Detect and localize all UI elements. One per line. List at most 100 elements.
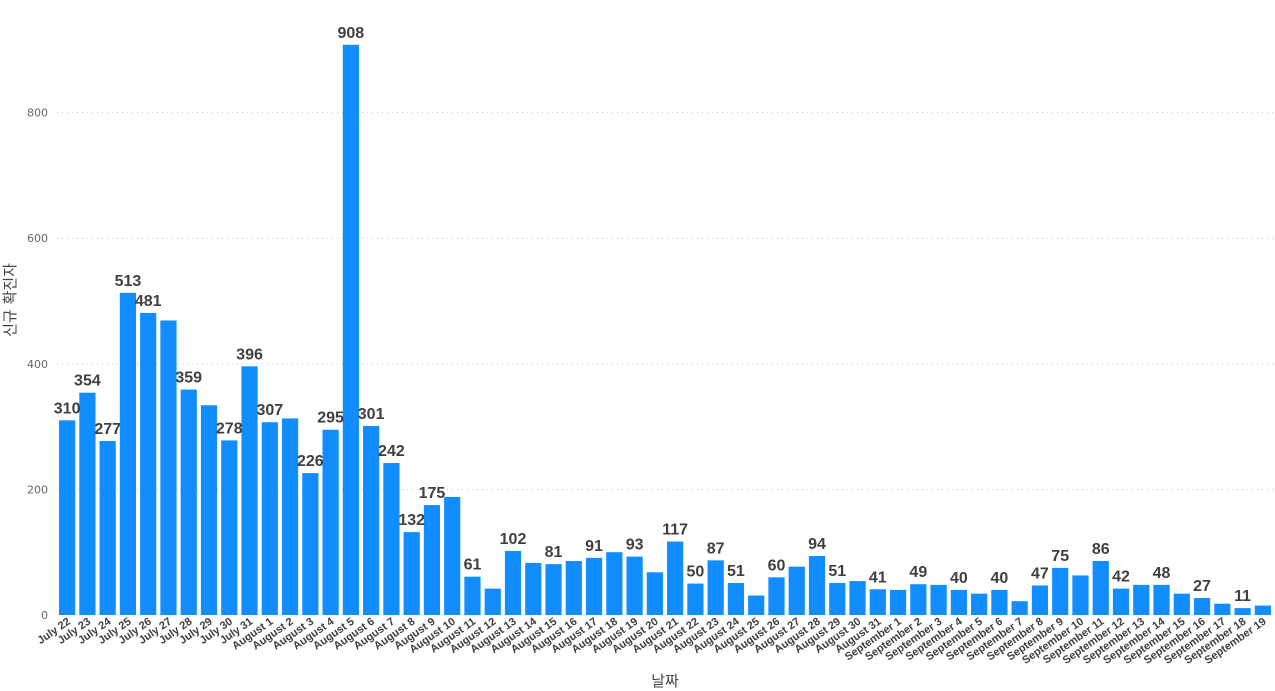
data-label: 295 [317,410,344,427]
y-tick-label: 600 [27,232,48,245]
data-label: 47 [1031,565,1049,582]
bar [788,566,805,615]
bar [829,582,846,615]
bar [646,572,663,615]
bar [626,556,643,615]
data-label: 87 [707,540,725,557]
data-label: 42 [1112,569,1130,586]
data-label: 81 [545,544,563,561]
bar [585,557,603,615]
data-label: 310 [54,400,81,417]
bar [849,581,866,615]
data-label: 91 [585,538,603,555]
bar [261,422,278,615]
data-label: 27 [1193,578,1211,595]
bar [342,44,359,615]
bar [322,429,339,615]
bar [727,582,745,615]
bar [119,292,137,615]
data-label: 51 [828,563,846,580]
data-label: 277 [94,421,121,438]
y-axis-ticks: 0 200 400 600 800 [27,107,48,622]
y-tick-label: 0 [41,609,48,622]
data-label: 49 [909,564,927,581]
bar [403,532,420,615]
bar [707,560,724,615]
bar [180,389,197,615]
bar [991,589,1008,615]
y-axis-title: 신규 확진자 [1,263,19,337]
bar [545,564,562,615]
data-label: 94 [808,536,826,553]
bar [302,473,319,615]
bar [1173,593,1190,615]
bar [930,584,947,615]
bar [1112,588,1130,615]
data-label: 908 [338,25,365,42]
data-label: 48 [1153,565,1171,582]
bar [950,589,967,615]
bar [525,562,542,615]
data-label: 359 [175,370,202,387]
y-tick-label: 400 [27,358,48,371]
bar [79,392,96,615]
bar [1092,560,1109,615]
bar [200,405,218,615]
data-label: 86 [1092,541,1110,558]
data-label: 41 [869,569,887,586]
data-label: 226 [297,453,324,470]
data-label: 51 [727,563,745,580]
data-label: 40 [991,570,1009,587]
bar [971,593,988,615]
bar [464,576,481,615]
bar [160,320,177,615]
bar [241,366,258,615]
bar [565,560,582,615]
bar [687,583,704,615]
bar [444,496,461,615]
bar [59,420,76,615]
data-label: 307 [256,402,283,419]
bar [1052,567,1069,615]
data-label: 396 [236,346,263,363]
bar [363,425,380,615]
bar [1153,584,1170,615]
bar [748,595,765,615]
bar [484,588,501,615]
bar [768,577,785,615]
data-label: 40 [950,570,968,587]
data-label: 11 [1234,588,1251,605]
data-label: 278 [216,420,243,437]
bar [1031,585,1049,615]
bar [889,589,907,615]
bar [423,505,441,615]
data-label: 50 [687,564,705,581]
bar [504,550,522,615]
bar [910,584,927,615]
bar [667,541,684,615]
y-tick-label: 200 [27,483,48,496]
bar [1072,575,1089,615]
y-tick-label: 800 [27,107,48,120]
data-label: 513 [115,273,142,290]
data-label: 60 [768,557,786,574]
bar [869,589,886,615]
data-labels: 310 354 277 513 481 359 278 396 307 226 295 908 301 2… [54,25,1251,605]
data-label: 481 [135,293,162,310]
bar [281,418,299,615]
data-label: 132 [398,512,425,529]
data-label: 75 [1051,548,1069,565]
data-label: 102 [500,531,527,548]
data-label: 61 [464,557,482,574]
bar [221,440,238,615]
bar [606,552,623,615]
bars [59,44,1271,615]
bar [1234,608,1251,615]
bar [1254,605,1271,615]
bar [1214,603,1231,615]
bar [140,312,157,615]
data-label: 242 [378,443,405,460]
bar [1011,601,1028,615]
